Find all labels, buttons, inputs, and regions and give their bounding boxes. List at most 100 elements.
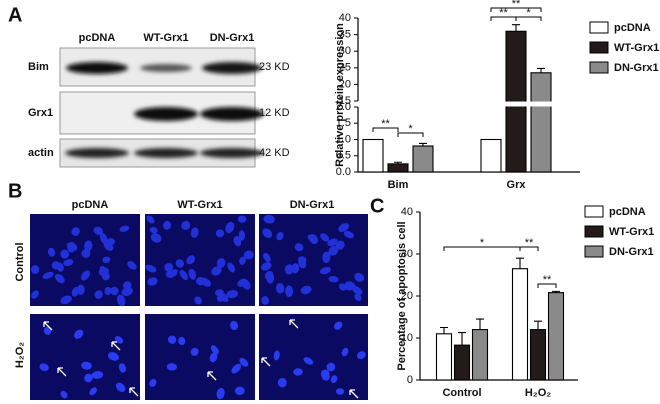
nucleus (263, 214, 275, 224)
y-tick-label: 0.5 (336, 150, 351, 162)
significance-bracket (519, 246, 539, 251)
blot-column: pcDNA (79, 32, 116, 44)
legend-swatch (589, 41, 609, 54)
y-tick-label: 20 (401, 290, 413, 302)
bar (362, 138, 384, 173)
nucleus (209, 352, 218, 363)
nucleus (190, 347, 199, 356)
micrographs (30, 214, 368, 400)
nucleus (178, 336, 186, 346)
y-tick-label: 30 (339, 45, 351, 57)
y-axis-label: Percentage of apoptosis cell (396, 221, 408, 370)
nucleus (303, 357, 314, 365)
nucleus (293, 368, 303, 376)
nucleus (91, 371, 104, 379)
error-bar (534, 320, 542, 330)
nucleus (71, 227, 80, 236)
y-tick-label: 40 (339, 12, 351, 24)
legend-label: WT-Grx1 (609, 226, 654, 238)
micrograph (259, 214, 368, 306)
blot-column: DN-Grx1 (210, 32, 255, 44)
nucleus (67, 241, 76, 253)
nucleus (226, 290, 239, 299)
panel-label: C (370, 195, 384, 217)
nucleus (188, 268, 197, 280)
panel-label: B (8, 180, 22, 202)
y-tick-label: 2.0 (336, 101, 351, 113)
y-tick-label: 1.0 (336, 133, 351, 145)
significance-bracket (372, 127, 399, 132)
bar (547, 292, 565, 381)
nucleus (225, 221, 235, 234)
nucleus (211, 266, 222, 276)
nucleus (233, 235, 242, 247)
error-bar (419, 142, 427, 146)
nucleus (51, 261, 61, 270)
nucleus (238, 230, 246, 241)
nucleus (216, 387, 225, 400)
nucleus (262, 228, 273, 239)
nucleus (84, 240, 93, 252)
legend-label: WT-Grx1 (614, 42, 659, 54)
nucleus (291, 263, 300, 274)
nucleus (74, 329, 84, 339)
image-column: DN-Grx1 (290, 199, 335, 211)
nucleus (147, 277, 158, 286)
nucleus (320, 369, 330, 379)
arrow (349, 389, 359, 399)
error-bar (552, 290, 560, 293)
legend-swatch (589, 21, 609, 34)
nucleus (273, 350, 280, 361)
bar (471, 329, 489, 381)
y-tick-label: 30 (401, 248, 413, 260)
nucleus (354, 272, 365, 282)
bar (412, 145, 434, 173)
nucleus (328, 275, 339, 283)
y-tick-label: 25 (339, 62, 351, 74)
nucleus (330, 375, 338, 384)
arrow (129, 387, 139, 397)
legend-label: DN-Grx1 (614, 62, 659, 74)
nucleus (71, 286, 80, 297)
legend-label: pcDNA (609, 206, 646, 218)
nucleus (319, 267, 331, 275)
nucleus (345, 281, 354, 291)
nucleus (166, 363, 177, 371)
x-tick-label: Bim (388, 179, 409, 191)
y-tick-label: 10 (401, 332, 413, 344)
nucleus (242, 279, 251, 290)
nucleus (322, 251, 331, 263)
error-bar (458, 331, 466, 346)
nucleus (327, 238, 338, 247)
nucleus (263, 252, 271, 263)
nucleus (328, 246, 339, 256)
nucleus (231, 363, 242, 374)
nucleus (275, 283, 285, 294)
nucleus (60, 249, 70, 259)
y-tick-label: 15 (339, 95, 351, 107)
arrow (289, 319, 299, 329)
blot-column: WT-Grx1 (143, 32, 188, 44)
nucleus (175, 259, 185, 268)
nucleus (81, 361, 92, 370)
nucleus (190, 227, 199, 238)
nucleus (54, 273, 65, 284)
nucleus (354, 293, 362, 301)
nucleus (194, 296, 202, 305)
nucleus (163, 220, 172, 230)
bar (387, 163, 409, 173)
nucleus (31, 290, 39, 299)
error-bar (537, 67, 545, 73)
significance-label: * (408, 123, 413, 135)
y-tick-label: 0.0 (336, 166, 351, 178)
nucleus (308, 234, 319, 245)
nucleus (42, 271, 54, 279)
nucleus (266, 273, 275, 284)
blot-row: Bim (28, 61, 49, 73)
nucleus (239, 256, 246, 265)
nucleus (334, 321, 343, 330)
y-axis-label: Relative protein expression (334, 23, 346, 167)
nucleus (216, 258, 226, 268)
x-tick-label: H₂O₂ (525, 387, 551, 399)
